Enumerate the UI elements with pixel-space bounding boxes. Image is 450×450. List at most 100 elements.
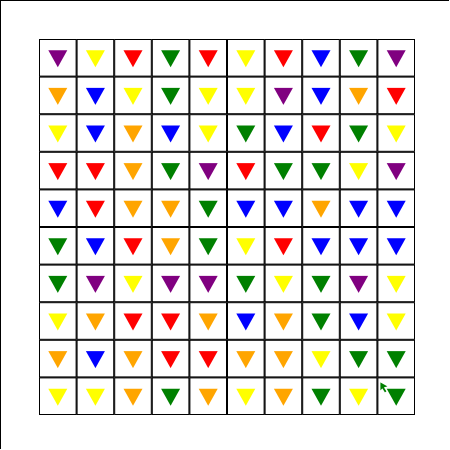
green-triangle-icon[interactable] <box>311 275 331 293</box>
red-triangle-icon[interactable] <box>123 313 143 331</box>
orange-triangle-icon[interactable] <box>236 351 256 369</box>
red-triangle-icon[interactable] <box>48 163 68 181</box>
green-triangle-icon[interactable] <box>198 200 218 218</box>
purple-triangle-icon[interactable] <box>198 163 218 181</box>
orange-triangle-icon[interactable] <box>123 163 143 181</box>
red-triangle-icon[interactable] <box>273 50 293 68</box>
red-triangle-icon[interactable] <box>85 163 105 181</box>
green-triangle-icon[interactable] <box>349 50 369 68</box>
blue-triangle-icon[interactable] <box>85 351 105 369</box>
red-triangle-icon[interactable] <box>386 87 406 105</box>
blue-triangle-icon[interactable] <box>349 313 369 331</box>
orange-triangle-icon[interactable] <box>311 200 331 218</box>
board-cell[interactable] <box>227 39 265 77</box>
blue-triangle-icon[interactable] <box>273 125 293 143</box>
yellow-triangle-icon[interactable] <box>236 87 256 105</box>
blue-triangle-icon[interactable] <box>311 87 331 105</box>
blue-triangle-icon[interactable] <box>311 50 331 68</box>
yellow-triangle-icon[interactable] <box>123 87 143 105</box>
blue-triangle-icon[interactable] <box>349 238 369 256</box>
blue-triangle-icon[interactable] <box>386 238 406 256</box>
yellow-triangle-icon[interactable] <box>386 275 406 293</box>
yellow-triangle-icon[interactable] <box>386 125 406 143</box>
green-triangle-icon[interactable] <box>311 388 331 406</box>
orange-triangle-icon[interactable] <box>198 388 218 406</box>
yellow-triangle-icon[interactable] <box>349 388 369 406</box>
orange-triangle-icon[interactable] <box>48 87 68 105</box>
purple-triangle-icon[interactable] <box>386 163 406 181</box>
yellow-triangle-icon[interactable] <box>198 125 218 143</box>
orange-triangle-icon[interactable] <box>123 200 143 218</box>
green-triangle-icon[interactable] <box>198 238 218 256</box>
red-triangle-icon[interactable] <box>311 125 331 143</box>
yellow-triangle-icon[interactable] <box>236 388 256 406</box>
orange-triangle-icon[interactable] <box>161 238 181 256</box>
yellow-triangle-icon[interactable] <box>236 50 256 68</box>
yellow-triangle-icon[interactable] <box>198 87 218 105</box>
green-triangle-icon[interactable] <box>349 125 369 143</box>
purple-triangle-icon[interactable] <box>48 50 68 68</box>
orange-triangle-icon[interactable] <box>349 87 369 105</box>
green-triangle-icon[interactable] <box>386 351 406 369</box>
purple-triangle-icon[interactable] <box>349 275 369 293</box>
blue-triangle-icon[interactable] <box>48 200 68 218</box>
yellow-triangle-icon[interactable] <box>48 125 68 143</box>
orange-triangle-icon[interactable] <box>123 388 143 406</box>
purple-triangle-icon[interactable] <box>386 50 406 68</box>
blue-triangle-icon[interactable] <box>236 313 256 331</box>
green-triangle-icon[interactable] <box>311 313 331 331</box>
red-triangle-icon[interactable] <box>123 50 143 68</box>
green-triangle-icon[interactable] <box>236 275 256 293</box>
blue-triangle-icon[interactable] <box>386 200 406 218</box>
green-triangle-icon[interactable] <box>273 163 293 181</box>
board-cell[interactable] <box>76 39 115 77</box>
yellow-triangle-icon[interactable] <box>85 50 105 68</box>
blue-triangle-icon[interactable] <box>85 125 105 143</box>
green-triangle-icon[interactable] <box>161 87 181 105</box>
red-triangle-icon[interactable] <box>198 351 218 369</box>
green-triangle-icon[interactable] <box>48 275 68 293</box>
red-triangle-icon[interactable] <box>273 238 293 256</box>
purple-triangle-icon[interactable] <box>161 275 181 293</box>
board-cell[interactable] <box>151 151 190 190</box>
green-triangle-icon[interactable] <box>349 351 369 369</box>
red-triangle-icon[interactable] <box>85 200 105 218</box>
green-triangle-icon[interactable] <box>311 163 331 181</box>
board-cell[interactable] <box>151 264 190 303</box>
green-triangle-icon[interactable] <box>236 125 256 143</box>
green-triangle-icon[interactable] <box>386 388 406 406</box>
blue-triangle-icon[interactable] <box>161 125 181 143</box>
purple-triangle-icon[interactable] <box>273 87 293 105</box>
orange-triangle-icon[interactable] <box>198 313 218 331</box>
orange-triangle-icon[interactable] <box>273 313 293 331</box>
red-triangle-icon[interactable] <box>123 238 143 256</box>
green-triangle-icon[interactable] <box>161 388 181 406</box>
blue-triangle-icon[interactable] <box>311 238 331 256</box>
yellow-triangle-icon[interactable] <box>236 238 256 256</box>
yellow-triangle-icon[interactable] <box>349 163 369 181</box>
blue-triangle-icon[interactable] <box>236 200 256 218</box>
board-cell[interactable] <box>227 189 265 227</box>
board-cell[interactable] <box>377 227 415 265</box>
yellow-triangle-icon[interactable] <box>48 388 68 406</box>
yellow-triangle-icon[interactable] <box>48 313 68 331</box>
green-triangle-icon[interactable] <box>48 238 68 256</box>
board-cell[interactable] <box>227 377 265 415</box>
purple-triangle-icon[interactable] <box>198 275 218 293</box>
yellow-triangle-icon[interactable] <box>311 351 331 369</box>
yellow-triangle-icon[interactable] <box>123 275 143 293</box>
green-triangle-icon[interactable] <box>161 50 181 68</box>
yellow-triangle-icon[interactable] <box>273 275 293 293</box>
blue-triangle-icon[interactable] <box>349 200 369 218</box>
purple-triangle-icon[interactable] <box>85 275 105 293</box>
red-triangle-icon[interactable] <box>236 163 256 181</box>
red-triangle-icon[interactable] <box>161 313 181 331</box>
red-triangle-icon[interactable] <box>161 351 181 369</box>
green-triangle-icon[interactable] <box>161 163 181 181</box>
yellow-triangle-icon[interactable] <box>386 313 406 331</box>
orange-triangle-icon[interactable] <box>123 125 143 143</box>
board-cell[interactable] <box>302 39 340 77</box>
orange-triangle-icon[interactable] <box>48 351 68 369</box>
blue-triangle-icon[interactable] <box>273 200 293 218</box>
blue-triangle-icon[interactable] <box>85 87 105 105</box>
